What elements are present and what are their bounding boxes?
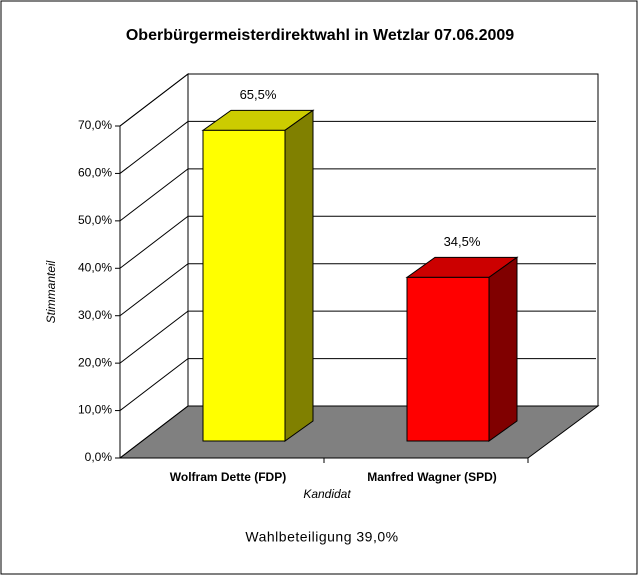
x-axis-title: Kandidat <box>303 487 351 501</box>
y-tick-label: 60,0% <box>78 166 112 180</box>
chart-title: Oberbürgermeisterdirektwahl in Wetzlar 0… <box>126 27 514 44</box>
y-tick-label: 0,0% <box>85 450 113 464</box>
grid-line <box>119 73 596 127</box>
y-axis-title: Stimmanteil <box>44 260 58 323</box>
grid-line <box>119 168 596 222</box>
y-tick-label: 10,0% <box>78 403 112 417</box>
x-tick-label: Manfred Wagner (SPD) <box>367 470 497 484</box>
grid-line <box>119 215 596 269</box>
y-tick-label: 70,0% <box>78 118 112 132</box>
value-label: 34,5% <box>444 234 481 249</box>
y-tick-label: 50,0% <box>78 213 112 227</box>
x-tick-label: Wolfram Dette (FDP) <box>170 470 286 484</box>
bar-side <box>284 109 314 442</box>
walls <box>120 74 598 458</box>
y-tick-label: 30,0% <box>78 308 112 322</box>
bar <box>406 276 490 442</box>
bar <box>202 129 286 442</box>
value-label: 65,5% <box>240 87 277 102</box>
annotation: Wahlbeteiligung 39,0% <box>245 529 398 545</box>
y-tick-label: 20,0% <box>78 355 112 369</box>
grid-line <box>119 120 596 174</box>
floor <box>118 405 600 459</box>
y-tick-label: 40,0% <box>78 260 112 274</box>
bar-side <box>488 256 518 442</box>
